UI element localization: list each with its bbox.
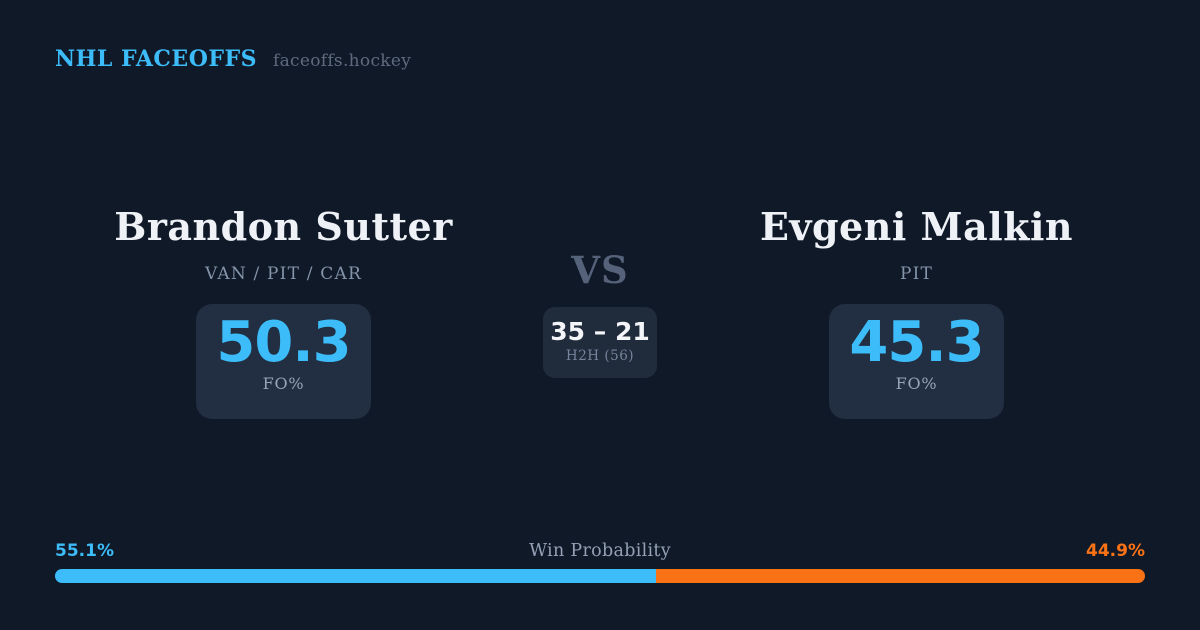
h2h-score: 35 – 21: [550, 317, 650, 347]
win-probability-labels: 55.1% Win Probability 44.9%: [55, 541, 1145, 563]
player-left-name: Brandon Sutter: [114, 204, 453, 249]
win-probability-left-pct: 55.1%: [55, 541, 114, 561]
player-right-fo-value: 45.3: [849, 309, 984, 375]
win-probability-bar-left-segment: [55, 569, 656, 583]
player-right-block: Evgeni Malkin PIT 45.3 FO%: [729, 205, 1104, 419]
brand-domain-text: faceoffs.hockey: [273, 51, 412, 71]
h2h-box: 35 – 21 H2H (56): [543, 307, 657, 379]
player-right-name: Evgeni Malkin: [759, 204, 1074, 249]
player-left-fo-value: 50.3: [216, 309, 351, 375]
h2h-label: H2H (56): [565, 347, 635, 364]
matchup-center-block: VS 35 – 21 H2H (56): [450, 248, 750, 379]
win-probability-right-pct: 44.9%: [1086, 541, 1145, 561]
vs-label: VS: [571, 248, 629, 292]
win-probability-bar: [55, 569, 1145, 583]
player-right-teams: PIT: [899, 263, 934, 284]
player-left-teams: VAN / PIT / CAR: [205, 263, 362, 284]
header: NHL FACEOFFS faceoffs.hockey: [55, 46, 411, 72]
player-left-stat-box: 50.3 FO%: [196, 303, 371, 419]
player-right-stat-box: 45.3 FO%: [829, 303, 1004, 419]
player-left-block: Brandon Sutter VAN / PIT / CAR 50.3 FO%: [96, 205, 471, 419]
player-right-fo-label: FO%: [895, 374, 938, 394]
player-left-fo-label: FO%: [262, 374, 305, 394]
brand-logo-text: NHL FACEOFFS: [55, 46, 257, 72]
win-probability-title: Win Probability: [529, 541, 671, 561]
win-probability-bar-right-segment: [655, 569, 1145, 583]
